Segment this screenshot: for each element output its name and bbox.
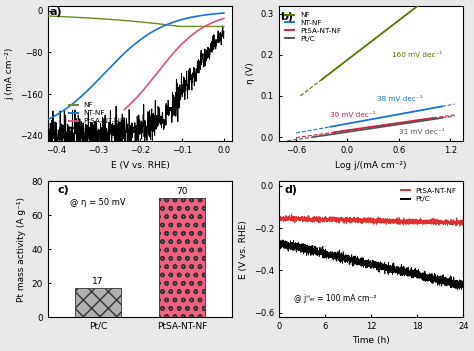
Text: 30 mV dec⁻¹: 30 mV dec⁻¹ — [330, 112, 376, 118]
Text: b): b) — [281, 12, 293, 22]
X-axis label: Time (h): Time (h) — [352, 337, 390, 345]
X-axis label: E (V vs. RHE): E (V vs. RHE) — [110, 161, 170, 170]
Legend: PtSA-NT-NF, Pt/C: PtSA-NT-NF, Pt/C — [398, 185, 460, 205]
Bar — [75, 288, 121, 317]
Text: 17: 17 — [92, 277, 104, 286]
Text: @ jᴴₑᵣ = 100 mA cm⁻²: @ jᴴₑᵣ = 100 mA cm⁻² — [293, 294, 376, 303]
Y-axis label: η (V): η (V) — [246, 62, 255, 84]
Text: c): c) — [57, 185, 69, 196]
Text: 31 mV dec⁻¹: 31 mV dec⁻¹ — [399, 129, 445, 135]
Y-axis label: j (mA cm⁻²): j (mA cm⁻²) — [6, 47, 15, 100]
Text: @ η = 50 mV: @ η = 50 mV — [70, 198, 126, 207]
Y-axis label: Pt mass activity (A g⁻¹): Pt mass activity (A g⁻¹) — [17, 197, 26, 302]
Text: 38 mV dec⁻¹: 38 mV dec⁻¹ — [377, 96, 423, 102]
Bar — [159, 198, 205, 317]
Text: d): d) — [284, 185, 297, 196]
Text: 70: 70 — [176, 187, 188, 196]
Legend: NF, NT-NF, PtSA-NT-NF, Pt/C: NF, NT-NF, PtSA-NT-NF, Pt/C — [283, 9, 344, 45]
Text: a): a) — [50, 7, 63, 17]
Legend: NF, NT-NF, PtSA-NT-NF, Pt/C: NF, NT-NF, PtSA-NT-NF, Pt/C — [66, 99, 128, 135]
X-axis label: Log j/(mA cm⁻²): Log j/(mA cm⁻²) — [335, 161, 407, 170]
Y-axis label: E (V vs. RHE): E (V vs. RHE) — [239, 220, 248, 279]
Text: 160 mV dec⁻¹: 160 mV dec⁻¹ — [392, 52, 442, 58]
